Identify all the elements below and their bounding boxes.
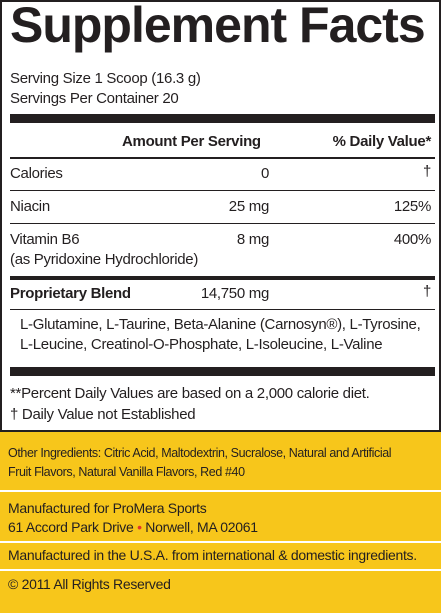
blend-ingredients: L-Leucine, Creatinol-O-Phosphate, L-Isol… [20,336,383,353]
amount: 25 mg [228,198,270,215]
rule [10,190,435,191]
daily-value: 400% [393,231,431,248]
rule [10,309,435,310]
copyright: © 2011 All Rights Reserved [8,576,171,592]
blend-name: Proprietary Blend [10,285,131,302]
column-header: % Daily Value* [332,133,432,150]
nutrient-name: Niacin [10,198,50,215]
servings-per-container: Servings Per Container 20 [10,90,179,107]
address: 61 Accord Park Drive • Norwell, MA 02061 [8,519,258,535]
street: 61 Accord Park Drive [8,519,134,535]
rule [10,276,435,280]
daily-value: † [422,163,431,180]
other-ingredients: Fruit Flavors, Natural Vanilla Flavors, … [8,465,245,479]
other-ingredients: Other Ingredients: Citric Acid, Maltodex… [8,446,392,460]
city: Norwell, MA 02061 [145,519,258,535]
amount: 8 mg [236,231,269,248]
separator [0,490,441,492]
footnote: **Percent Daily Values are based on a 2,… [10,385,370,402]
blend-ingredients: L-Glutamine, L-Taurine, Beta-Alanine (Ca… [20,316,421,333]
serving-size: Serving Size 1 Scoop (16.3 g) [10,70,201,87]
amount: 14,750 mg [200,285,269,302]
daily-value: † [422,283,431,300]
origin: Manufactured in the U.S.A. from internat… [8,547,417,563]
thick-rule [10,114,435,123]
nutrient-name: Vitamin B6 [10,231,80,248]
title: Supplement Facts [10,0,426,53]
manufacturer: Manufactured for ProMera Sports [8,500,207,516]
daily-value: 125% [393,198,431,215]
separator [0,569,441,571]
bullet: • [137,519,142,535]
rule [10,157,435,159]
rule [10,223,435,224]
column-header: Amount Per Serving [122,133,261,150]
footnote: † Daily Value not Established [10,406,196,423]
facts-panel: Supplement Facts Serving Size 1 Scoop (1… [0,0,441,432]
separator [0,541,441,543]
nutrient-name: Calories [10,165,63,182]
amount: 0 [260,165,269,182]
nutrient-note: (as Pyridoxine Hydrochloride) [10,251,199,268]
thick-rule [10,367,435,376]
